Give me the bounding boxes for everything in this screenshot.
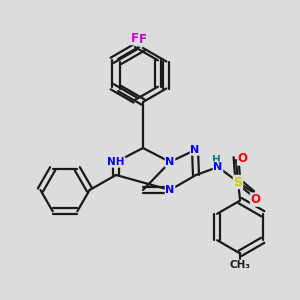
Text: S: S [233,176,242,188]
Text: F: F [139,33,147,46]
Text: N: N [165,157,175,167]
Text: N: N [190,145,200,155]
Text: NH: NH [107,157,125,167]
Text: N: N [165,185,175,195]
Text: N: N [213,162,223,172]
Text: O: O [238,152,248,165]
Text: F: F [131,32,139,45]
Text: CH₃: CH₃ [230,260,250,270]
Text: H: H [212,155,221,165]
Text: O: O [250,193,260,206]
